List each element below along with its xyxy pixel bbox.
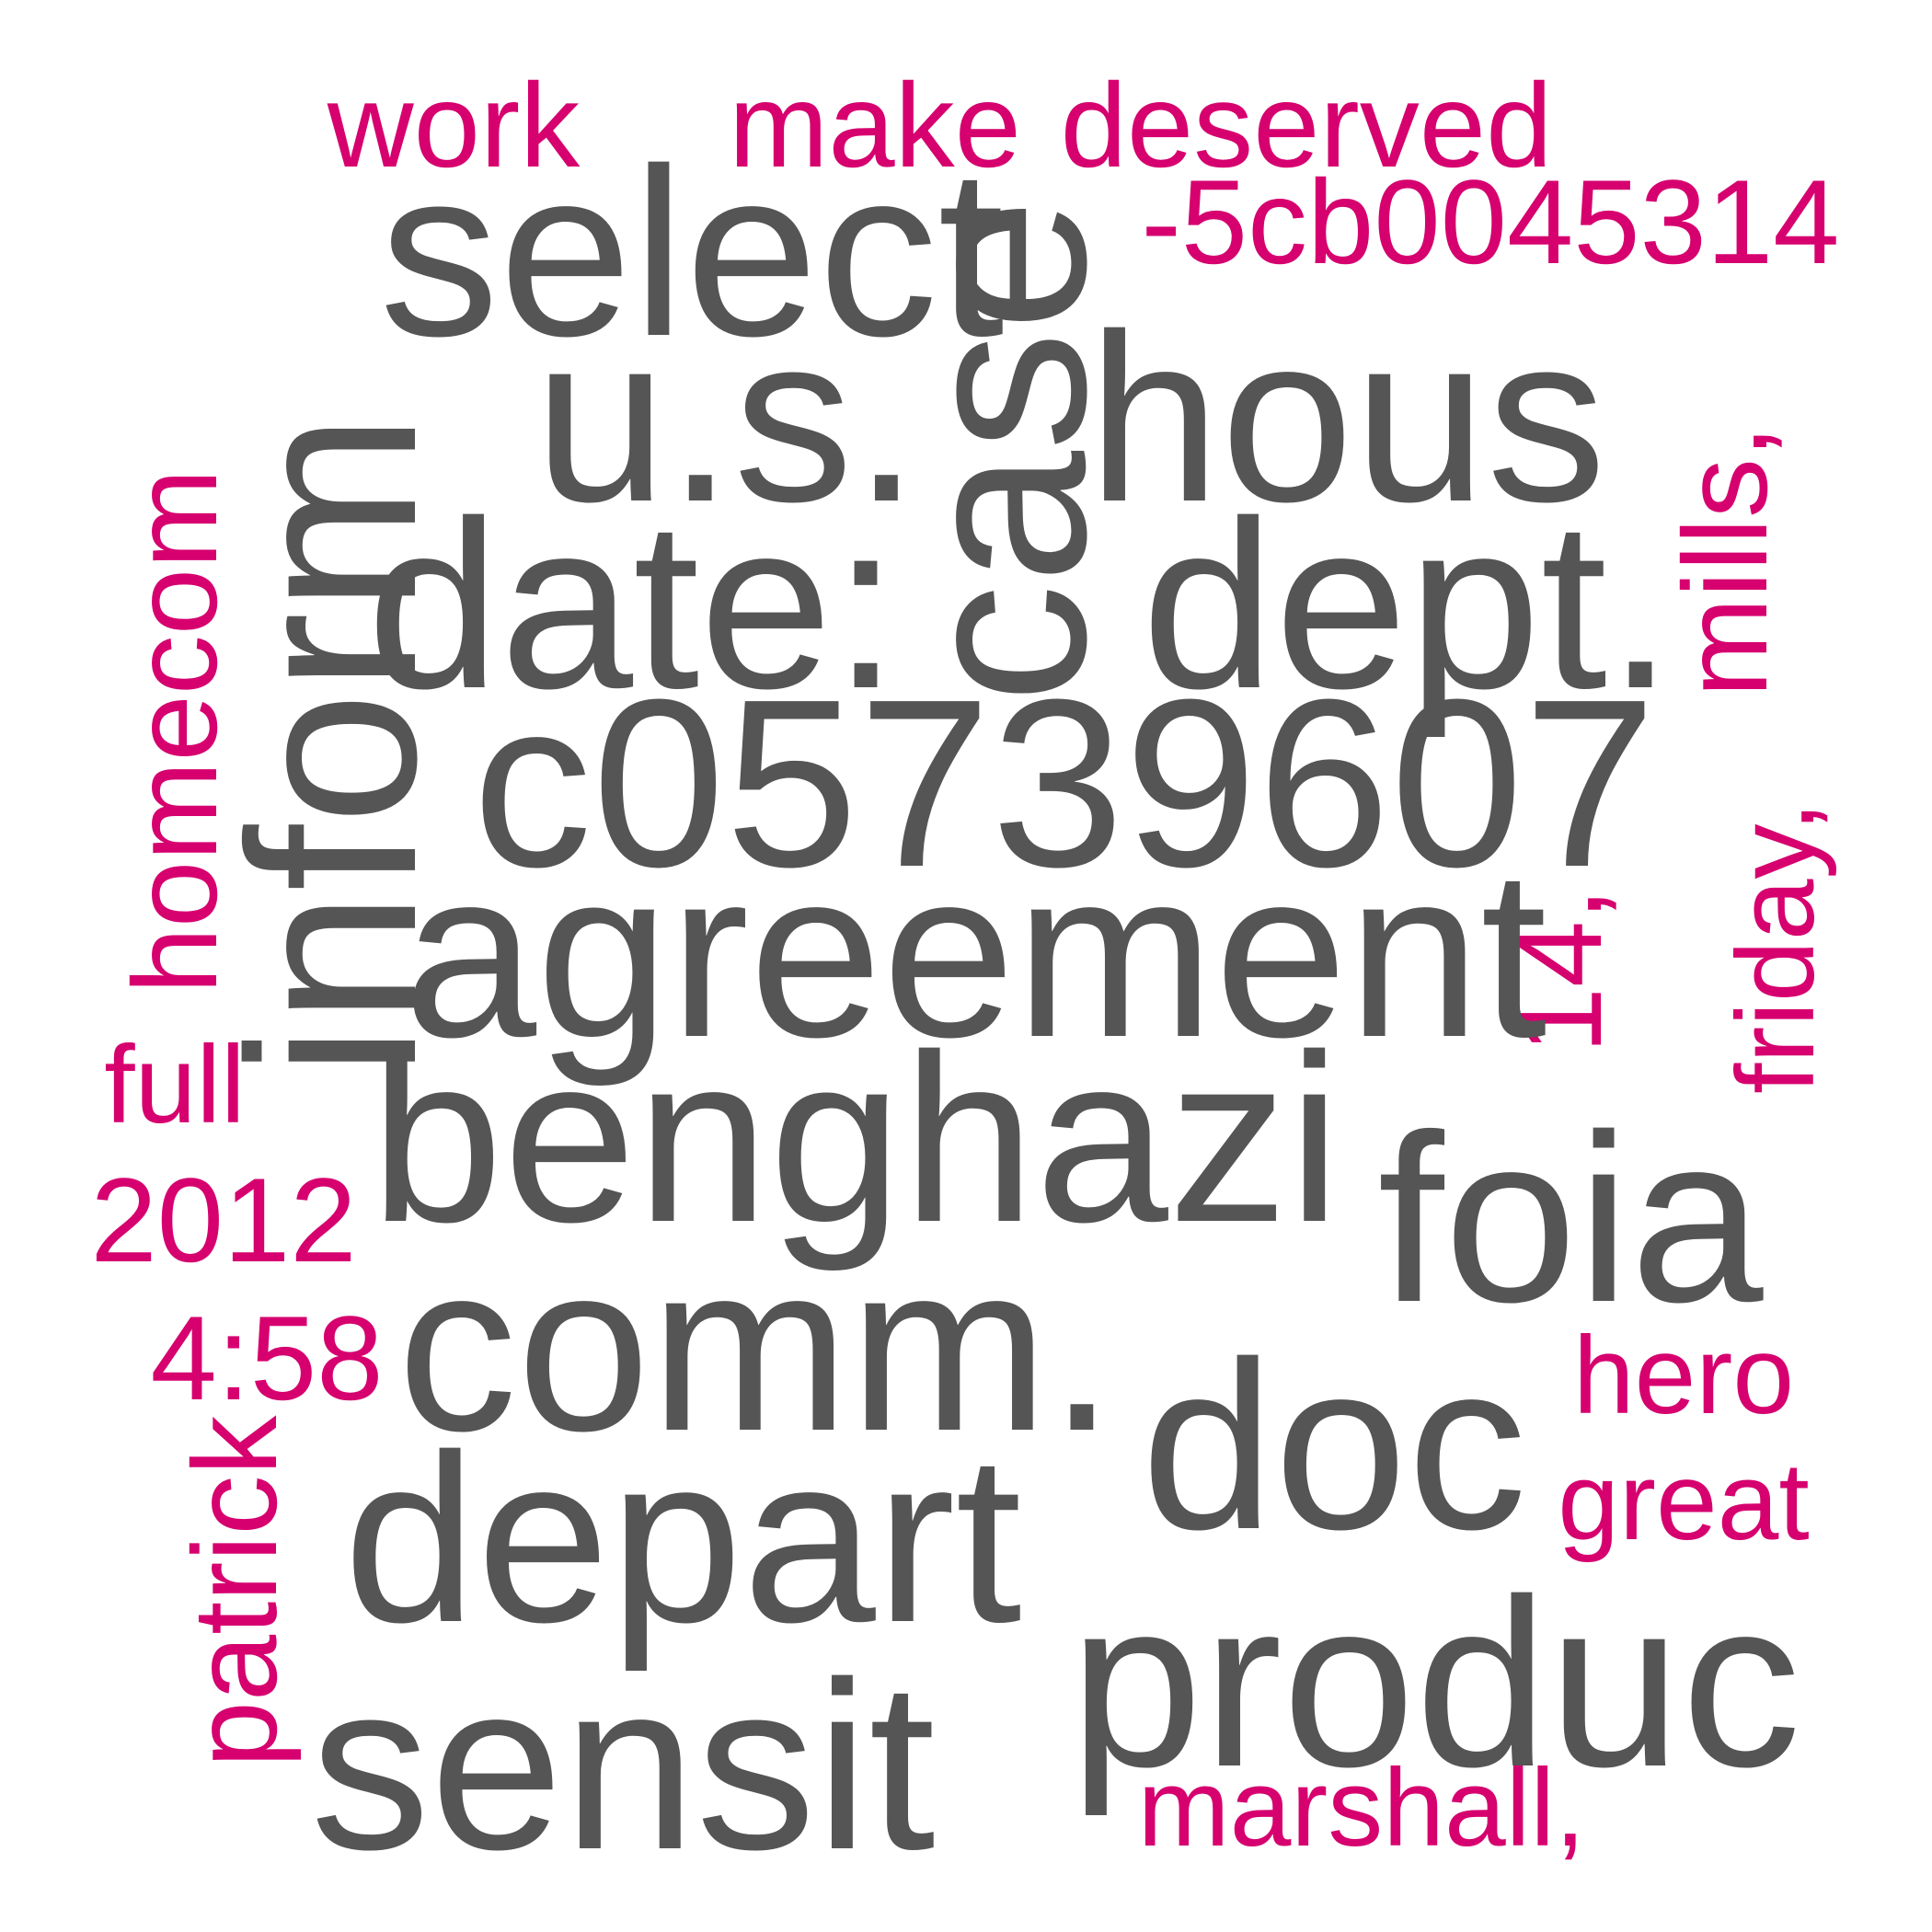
word-depart: depart	[343, 1406, 1022, 1673]
word-doc: doc	[1141, 1313, 1527, 1580]
word-mills: mills,	[1658, 424, 1792, 698]
word-hero: hero	[1572, 1314, 1795, 1437]
word-work: work	[327, 58, 581, 192]
word-comm: comm.	[397, 1214, 1115, 1481]
word-dept: dept.	[1141, 472, 1674, 739]
word-time: 4:58	[150, 1291, 384, 1425]
word-great: great	[1558, 1440, 1810, 1563]
word-case: case	[869, 198, 1136, 704]
word-date: date:	[366, 472, 900, 739]
word-inform: inform	[200, 412, 466, 1078]
word-full: full	[104, 1023, 246, 1146]
word-produc: produc	[1069, 1550, 1801, 1817]
word-benghazi: benghazi	[370, 1006, 1341, 1272]
word-friday: friday,	[1714, 801, 1837, 1094]
word-deserved: deserved	[1060, 58, 1553, 192]
word-select: select	[379, 120, 1005, 386]
word-us: u.s.	[534, 285, 920, 552]
word-hash-id: -5cb0045314	[1141, 155, 1840, 289]
word-make: make	[729, 58, 1021, 192]
word-patrick: patrick	[167, 1415, 302, 1768]
word-sensit: sensit	[310, 1633, 936, 1900]
word-foia: foia	[1377, 1086, 1764, 1352]
word-marshall: marshall,	[1137, 1746, 1586, 1869]
word-hous: hous	[1087, 285, 1606, 552]
word-agreement: agreement	[403, 821, 1547, 1087]
word-c05739607: c05739607	[472, 650, 1657, 917]
word-2012: 2012	[90, 1153, 357, 1287]
